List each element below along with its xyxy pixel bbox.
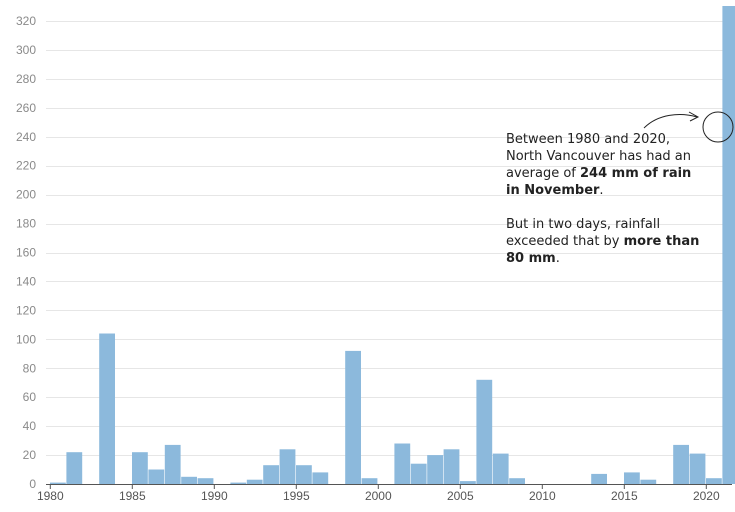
bar-2004 (443, 449, 460, 484)
annotation-highlight-2: more than 80 mm (506, 234, 700, 266)
x-tick-label: 1980 (37, 489, 64, 503)
annotation-text-2b: . (555, 251, 560, 266)
x-tick-label: 1985 (119, 489, 146, 503)
bar-2021 (722, 6, 735, 484)
callout-arrow (643, 114, 698, 129)
bar-1999 (361, 478, 378, 484)
y-tick-label: 60 (23, 390, 37, 404)
callout-arrowhead (688, 111, 700, 122)
x-tick-label: 1995 (283, 489, 310, 503)
bars (50, 6, 735, 484)
annotation-text-2a: But in two days, rainfall exceeded that … (506, 217, 661, 249)
bar-2018 (673, 444, 689, 484)
bar-2013 (591, 473, 607, 484)
y-tick-label: 40 (23, 419, 37, 433)
bar-1996 (312, 472, 329, 484)
x-axis-ticks: 1980 1985 1990 1995 2000 2005 2010 2015 2020 (37, 484, 720, 503)
annotation-text: Between 1980 and 2020, North Vancouver h… (506, 131, 706, 284)
gridlines (46, 21, 732, 456)
y-tick-label: 120 (16, 303, 36, 317)
y-tick-label: 20 (23, 448, 37, 462)
bar-1986 (148, 469, 165, 484)
y-tick-label: 160 (16, 246, 36, 260)
y-tick-label: 180 (16, 217, 36, 231)
bar-2016 (640, 479, 657, 484)
x-tick-label: 2000 (365, 489, 392, 503)
y-tick-label: 200 (16, 188, 36, 202)
y-tick-label: 320 (16, 14, 36, 28)
annotation-callout (643, 111, 734, 143)
x-tick-label: 1990 (201, 489, 228, 503)
annotation-paragraph-2: But in two days, rainfall exceeded that … (506, 216, 706, 267)
bar-2001 (394, 443, 411, 484)
x-tick-label: 2015 (611, 489, 638, 503)
y-axis-ticks: 0 20 40 60 80 100 120 140 160 180 200 220 240 260 280 3… (16, 14, 36, 491)
bar-2008 (509, 478, 525, 484)
bar-2020 (706, 478, 722, 484)
bar-1985 (132, 452, 148, 484)
bar-2006 (476, 379, 493, 484)
bar-1980 (50, 482, 66, 484)
annotation-text-1b: . (599, 183, 604, 198)
y-tick-label: 80 (23, 361, 37, 375)
bar-2002 (410, 463, 427, 484)
y-tick-label: 300 (16, 43, 36, 57)
bar-1992 (246, 479, 263, 484)
bar-1988 (181, 476, 197, 484)
bar-1983 (99, 333, 115, 484)
y-tick-label: 0 (29, 477, 36, 491)
bar-1994 (279, 449, 296, 484)
x-tick-label: 2020 (693, 489, 720, 503)
x-tick-label: 2005 (447, 489, 474, 503)
bar-2019 (689, 453, 706, 484)
annotation-highlight-1: 244 mm of rain in November (506, 166, 692, 198)
annotation-paragraph-1: Between 1980 and 2020, North Vancouver h… (506, 131, 706, 199)
y-tick-label: 220 (16, 159, 36, 173)
bar-2007 (492, 453, 509, 484)
y-tick-label: 260 (16, 101, 36, 115)
bar-1998 (345, 350, 361, 484)
y-tick-label: 240 (16, 130, 36, 144)
bar-2003 (427, 455, 443, 484)
bar-1987 (164, 444, 181, 484)
y-tick-label: 140 (16, 274, 36, 288)
bar-1995 (296, 465, 312, 484)
y-tick-label: 100 (16, 332, 36, 346)
bar-2015 (624, 472, 640, 484)
bar-1989 (197, 478, 214, 484)
bar-1981 (66, 452, 83, 484)
annotation-text-1a: Between 1980 and 2020, North Vancouver h… (506, 132, 691, 181)
highlight-circle (702, 111, 734, 143)
bar-2005 (460, 481, 476, 484)
y-tick-label: 280 (16, 72, 36, 86)
bar-1993 (263, 465, 279, 484)
bar-1991 (230, 482, 247, 484)
x-tick-label: 2010 (529, 489, 556, 503)
